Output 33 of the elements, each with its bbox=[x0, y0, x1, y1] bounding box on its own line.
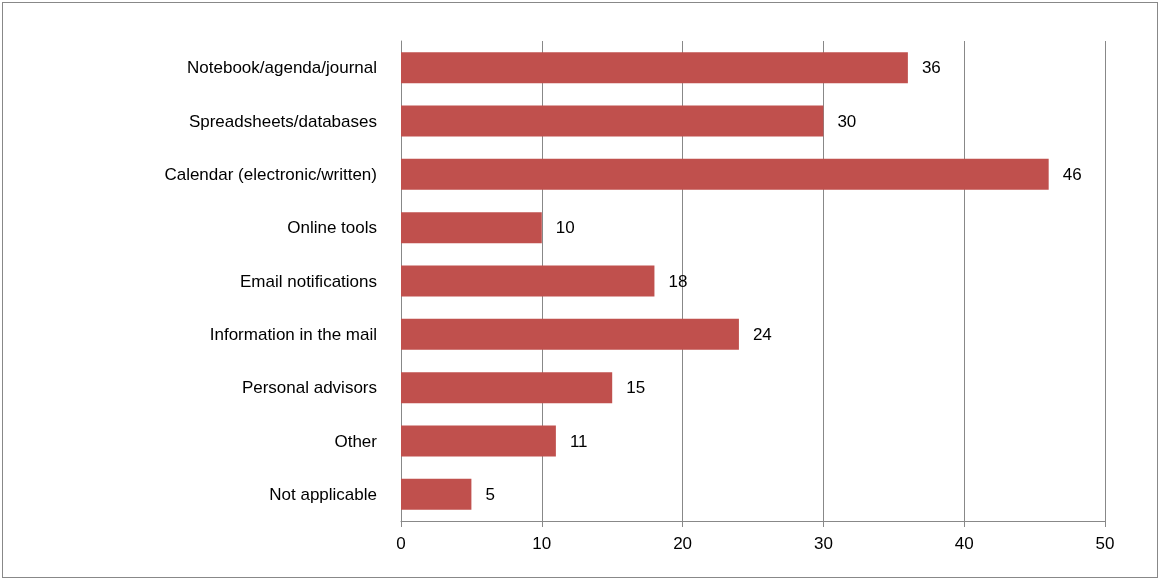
y-tick-label: Spreadsheets/databases bbox=[188, 111, 377, 131]
y-tick-label: Personal advisors bbox=[241, 378, 377, 398]
data-label: 24 bbox=[752, 324, 772, 344]
y-tick-label: Calendar (electronic/written) bbox=[164, 164, 377, 184]
data-label: 10 bbox=[555, 218, 575, 238]
data-label: 18 bbox=[668, 271, 688, 291]
data-label: 11 bbox=[569, 431, 588, 451]
data-label: 5 bbox=[485, 484, 495, 504]
y-tick-label: Online tools bbox=[287, 218, 377, 238]
bar bbox=[401, 212, 542, 244]
bar bbox=[401, 265, 655, 297]
x-tick-label: 40 bbox=[954, 534, 974, 553]
y-tick-label: Not applicable bbox=[269, 484, 377, 504]
bar bbox=[401, 158, 1049, 190]
x-tick-label: 10 bbox=[532, 534, 552, 553]
data-label: 30 bbox=[837, 111, 857, 131]
bar bbox=[401, 52, 908, 84]
data-label: 15 bbox=[626, 378, 646, 398]
y-tick-label: Other bbox=[334, 431, 378, 451]
data-label: 46 bbox=[1062, 164, 1082, 184]
data-label: 36 bbox=[921, 58, 941, 78]
x-tick-label: 20 bbox=[673, 534, 693, 553]
x-tick-label: 0 bbox=[396, 534, 406, 553]
bar bbox=[401, 372, 613, 404]
x-tick-label: 50 bbox=[1095, 534, 1115, 553]
bar bbox=[401, 105, 824, 137]
y-tick-label: Notebook/agenda/journal bbox=[187, 58, 377, 78]
y-tick-label: Email notifications bbox=[239, 271, 377, 291]
bar bbox=[401, 478, 472, 510]
bar bbox=[401, 318, 739, 350]
x-tick-label: 30 bbox=[813, 534, 833, 553]
y-tick-label: Information in the mail bbox=[209, 324, 377, 344]
bar bbox=[401, 425, 556, 457]
